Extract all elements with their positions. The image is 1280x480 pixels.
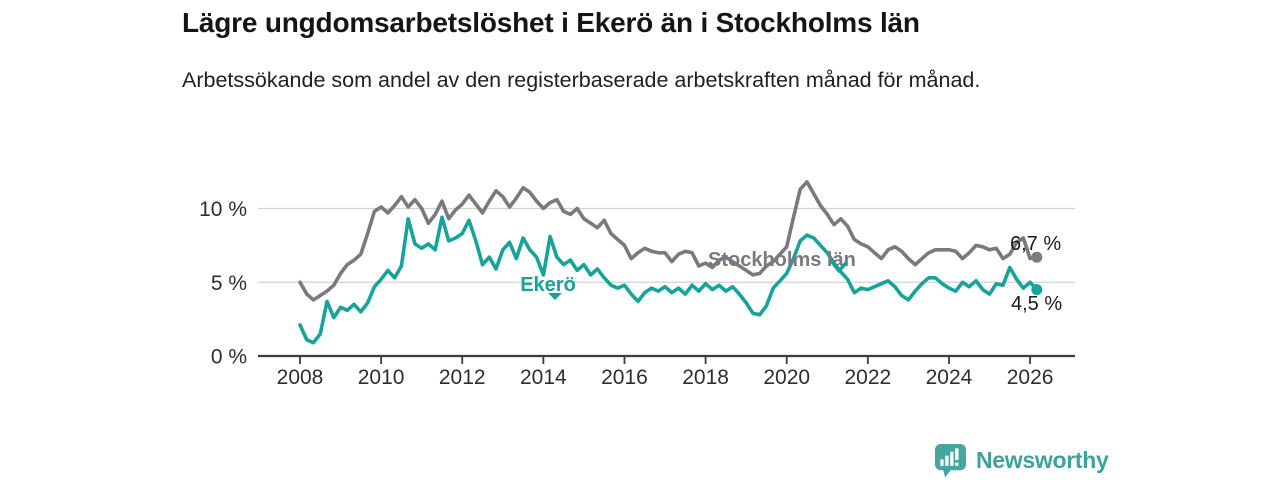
x-tick-label-2020: 2020 xyxy=(763,366,810,389)
newsworthy-logo-text: Newsworthy xyxy=(976,447,1109,473)
end-value-label-stockholms-lan: 6,7 % xyxy=(1010,233,1061,255)
x-tick-label-2012: 2012 xyxy=(439,366,486,389)
series-label-ekero: Ekerö xyxy=(520,274,576,296)
y-tick-label-10-: 10 % xyxy=(199,198,247,221)
axis-layer: 0 % 5 % 10 % 2008 2010 2012 2014 2016 2018 2020 20… xyxy=(199,198,1075,389)
series-line-stockholms-l-n xyxy=(298,180,1039,302)
end-value-label-ekero: 4,5 % xyxy=(1011,293,1062,315)
series-line-eker- xyxy=(298,215,1039,345)
chart-subtitle: Arbetssökande som andel av den registerb… xyxy=(182,67,981,92)
newsworthy-logo-icon xyxy=(934,443,967,478)
x-tick-label-2014: 2014 xyxy=(520,366,567,389)
series-label-stockholms-lan: Stockholms län xyxy=(708,249,856,271)
chart-title: Lägre ungdomsarbetslöshet i Ekerö än i S… xyxy=(182,7,920,38)
x-tick-label-2026: 2026 xyxy=(1007,366,1054,389)
x-tick-label-2024: 2024 xyxy=(926,366,973,389)
stockholms-lan-label-arrow-icon xyxy=(830,260,848,273)
series-layer xyxy=(298,180,1043,345)
x-tick-label-2010: 2010 xyxy=(358,366,405,389)
x-tick-label-2022: 2022 xyxy=(844,366,891,389)
y-tick-label-5-: 5 % xyxy=(211,272,247,295)
x-tick-label-2016: 2016 xyxy=(601,366,648,389)
grid-layer xyxy=(258,207,1075,283)
newsworthy-logo[interactable]: Newsworthy xyxy=(933,442,1109,479)
chart-header: Lägre ungdomsarbetslöshet i Ekerö än i S… xyxy=(182,6,1042,95)
series-end-dot-eker- xyxy=(1031,284,1043,296)
series-end-dot-stockholms-l-n xyxy=(1031,251,1043,263)
x-tick-label-2008: 2008 xyxy=(277,366,324,389)
ekero-label-arrow-icon xyxy=(548,293,562,300)
y-tick-label-0-: 0 % xyxy=(211,346,247,369)
x-tick-label-2018: 2018 xyxy=(682,366,729,389)
